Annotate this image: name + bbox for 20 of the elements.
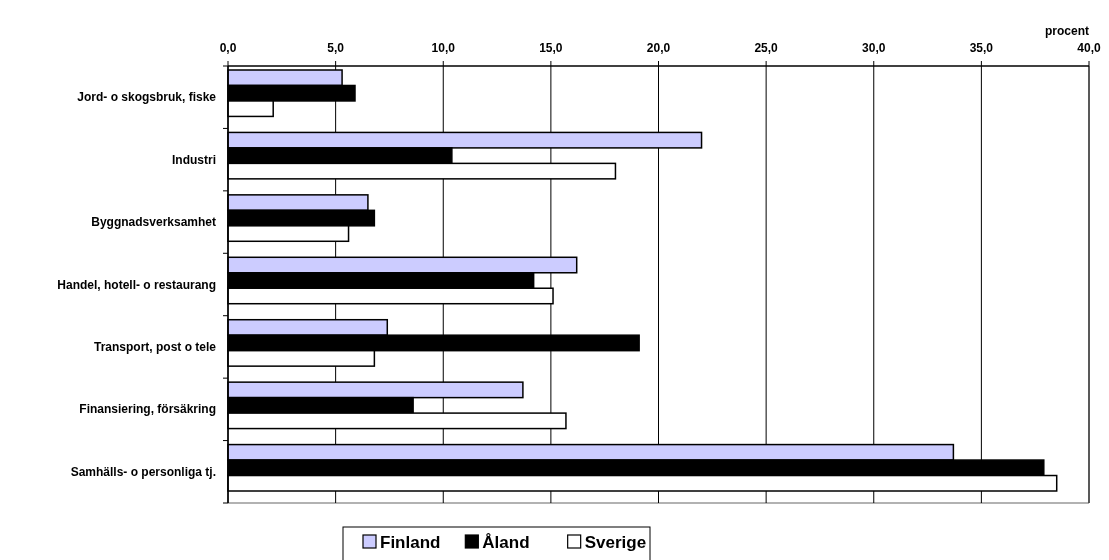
x-tick-label: 25,0 [754,41,779,55]
x-tick-label: 40,0 [1077,41,1101,55]
y-tick-label: Transport, post o tele [93,339,217,354]
y-tick-label: Finansiering, försäkring [79,402,216,417]
legend-label: Sverige [584,533,647,552]
y-tick-label: Handel, hotell- o restaurang [57,277,216,292]
x-tick-label: 35,0 [969,41,994,55]
x-tick-label: 5,0 [327,41,345,55]
x-tick-label: 0,0 [219,41,237,55]
x-tick-label: 20,0 [646,41,671,55]
x-tick-label: 10,0 [431,41,456,55]
legend-label: Finland [380,533,441,552]
legend-label: Åland [482,533,530,552]
x-tick-label: 30,0 [862,41,886,55]
x-tick-label: 15,0 [539,41,563,55]
y-tick-label: Industri [172,152,216,167]
x-axis-title: procent [1044,24,1089,38]
y-tick-label: Jord- o skogsbruk, fiske [77,90,217,105]
y-tick-label: Byggnadsverksamhet [91,215,216,230]
y-tick-label: Samhälls- o personliga tj. [70,464,216,479]
